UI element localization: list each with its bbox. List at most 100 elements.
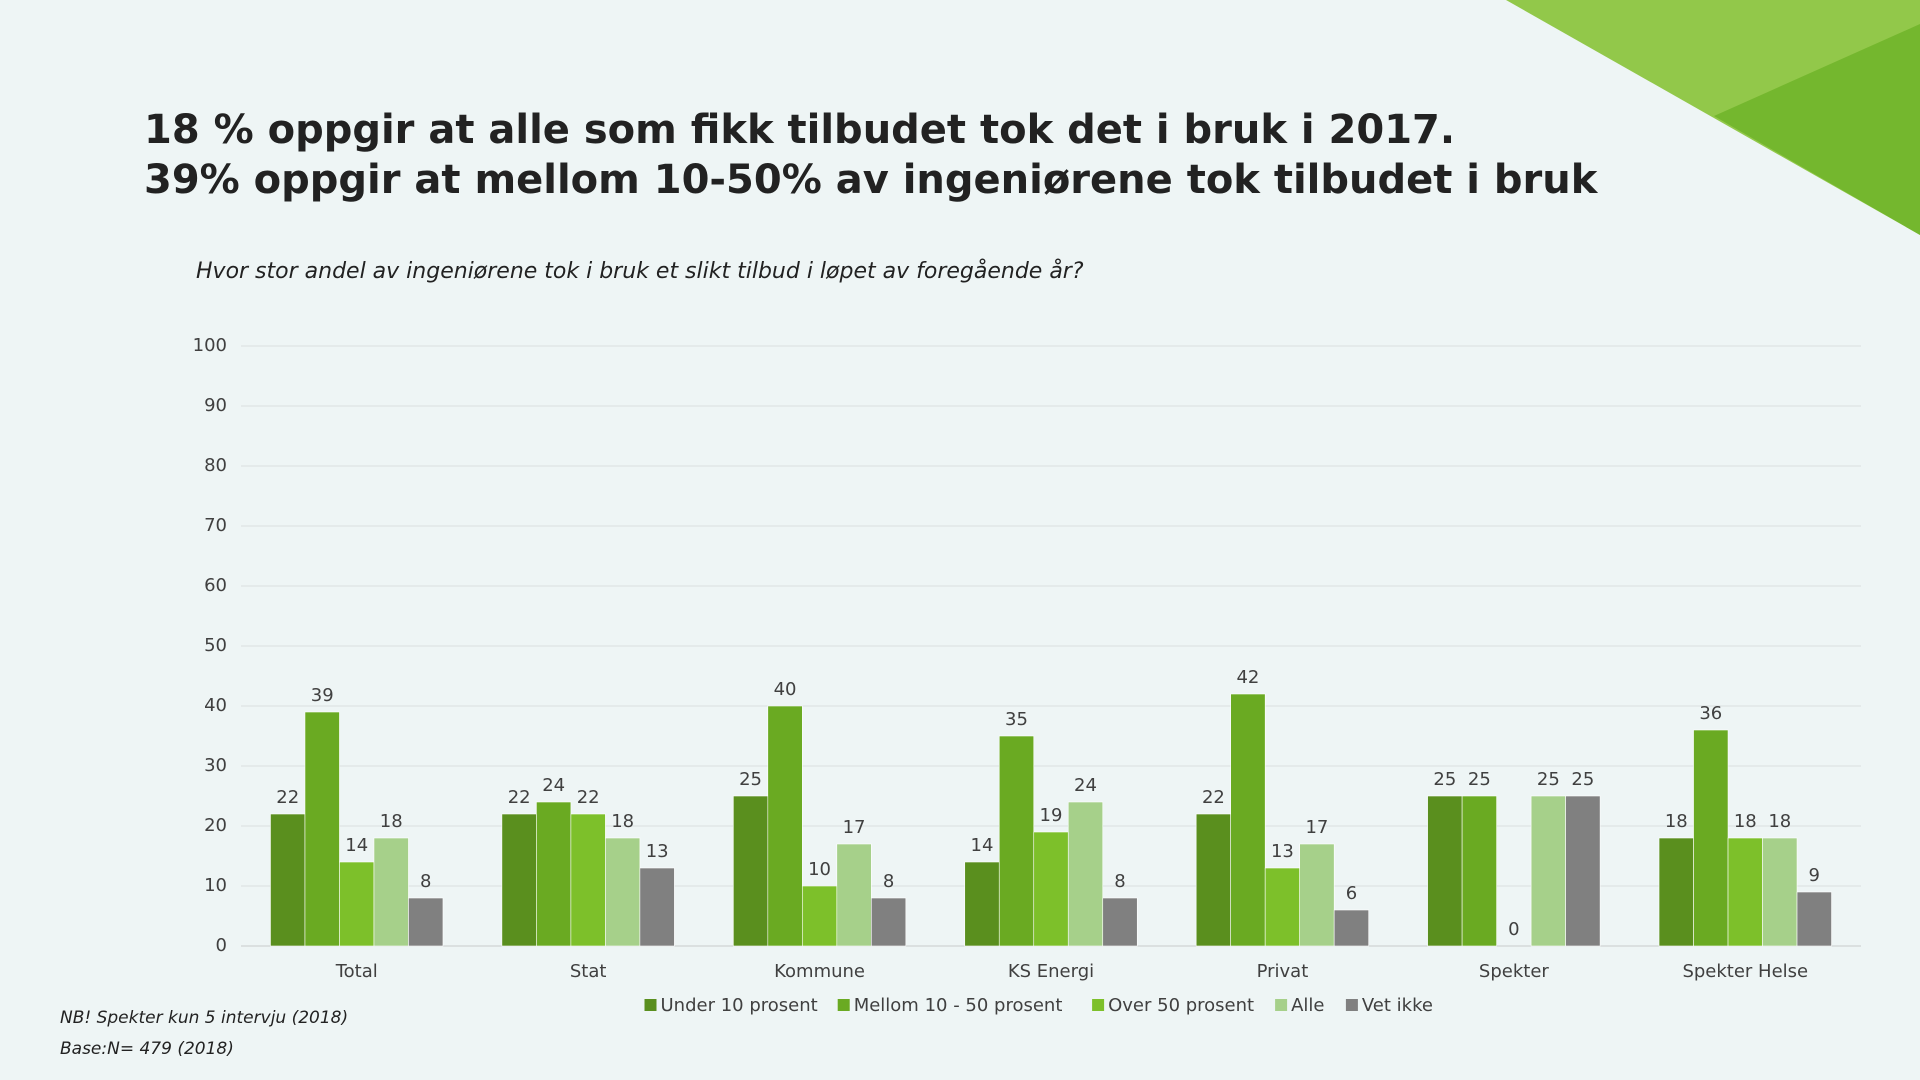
data-label: 18 (380, 811, 403, 832)
data-label: 24 (542, 775, 565, 796)
y-tick-label: 80 (204, 455, 227, 476)
data-label: 25 (1537, 769, 1560, 790)
bar (536, 801, 572, 947)
y-tick-label: 60 (204, 575, 227, 596)
x-tick-label: Spekter Helse (1682, 961, 1808, 982)
y-tick-label: 0 (216, 935, 227, 956)
bar (1067, 801, 1104, 947)
bar (373, 837, 409, 947)
data-label: 17 (843, 817, 866, 838)
data-label: 14 (971, 835, 994, 856)
chart-subtitle: Hvor stor andel av ingeniørene tok i bru… (196, 258, 1084, 284)
data-label: 18 (1734, 811, 1757, 832)
legend-label: Mellom 10 - 50 prosent (854, 995, 1063, 1016)
data-label: 19 (1040, 805, 1063, 826)
bar (639, 867, 675, 947)
bar (802, 885, 838, 947)
bar (964, 861, 1000, 947)
decor-triangle-dark (1714, 24, 1920, 235)
bar (1565, 795, 1601, 947)
data-label: 8 (420, 871, 431, 892)
data-label: 0 (1508, 919, 1519, 940)
data-label: 18 (1665, 811, 1688, 832)
x-tick-label: KS Energi (1008, 961, 1094, 982)
x-tick-label: Privat (1257, 961, 1309, 982)
bar (501, 813, 537, 947)
bar (304, 711, 340, 947)
note: NB! Spekter kun 5 intervju (2018) (60, 1008, 348, 1028)
data-label: 25 (1433, 769, 1456, 790)
data-label: 13 (646, 841, 669, 862)
data-label: 9 (1809, 865, 1820, 886)
legend-label: Under 10 prosent (661, 995, 818, 1016)
data-label: 42 (1236, 667, 1259, 688)
bar (1727, 837, 1763, 947)
data-label: 25 (1571, 769, 1594, 790)
bar (767, 705, 803, 947)
bar (1530, 795, 1566, 947)
bar (605, 837, 641, 947)
x-tick-label: Stat (570, 961, 607, 982)
bar (1796, 891, 1832, 947)
data-label: 18 (1768, 811, 1791, 832)
y-tick-label: 10 (204, 875, 227, 896)
bar (871, 897, 907, 947)
bar (998, 735, 1035, 947)
legend-swatch (837, 999, 850, 1011)
bar (1762, 837, 1798, 947)
bar (1195, 813, 1231, 947)
bar (1693, 729, 1729, 947)
data-label: 17 (1305, 817, 1328, 838)
data-label: 8 (1114, 871, 1125, 892)
bar (408, 897, 444, 947)
bar (1461, 795, 1497, 947)
legend-swatch (644, 999, 657, 1011)
y-tick-label: 20 (204, 815, 227, 836)
bar (1299, 843, 1335, 947)
y-tick-label: 100 (193, 335, 227, 356)
y-tick-label: 90 (204, 395, 227, 416)
decor-triangle (1506, 0, 1920, 235)
bar (270, 813, 306, 947)
y-tick-label: 30 (204, 755, 227, 776)
bar (1230, 693, 1266, 947)
data-label: 36 (1699, 703, 1722, 724)
x-tick-label: Spekter (1479, 961, 1549, 982)
y-tick-label: 40 (204, 695, 227, 716)
data-label: 22 (577, 787, 600, 808)
bar (1333, 909, 1369, 947)
bar (836, 843, 872, 947)
legend-swatch (1275, 999, 1288, 1011)
bar (570, 813, 606, 947)
legend-label: Over 50 prosent (1108, 995, 1254, 1016)
data-label: 25 (1468, 769, 1491, 790)
note: Base:N= 479 (2018) (60, 1039, 234, 1059)
data-label: 24 (1074, 775, 1097, 796)
bar (1658, 837, 1694, 947)
bar (1033, 831, 1069, 947)
bar (733, 795, 769, 947)
data-label: 40 (774, 679, 797, 700)
data-label: 25 (739, 769, 762, 790)
chart-title: 39% oppgir at mellom 10-50% av ingeniøre… (144, 157, 1599, 203)
y-tick-label: 70 (204, 515, 227, 536)
x-tick-label: Total (335, 961, 378, 982)
data-label: 22 (1202, 787, 1225, 808)
data-label: 14 (345, 835, 368, 856)
bar (1102, 897, 1138, 947)
data-label: 6 (1346, 883, 1357, 904)
legend-label: Alle (1291, 995, 1324, 1016)
bar (1264, 867, 1300, 947)
data-label: 13 (1271, 841, 1294, 862)
data-label: 22 (276, 787, 299, 808)
chart-title: 18 % oppgir at alle som fikk tilbudet to… (144, 107, 1455, 153)
bar (1427, 795, 1463, 947)
data-label: 39 (311, 685, 334, 706)
legend-swatch (1092, 999, 1105, 1011)
data-label: 22 (508, 787, 531, 808)
data-label: 10 (808, 859, 831, 880)
data-label: 18 (611, 811, 634, 832)
data-label: 8 (883, 871, 894, 892)
x-tick-label: Kommune (774, 961, 865, 982)
